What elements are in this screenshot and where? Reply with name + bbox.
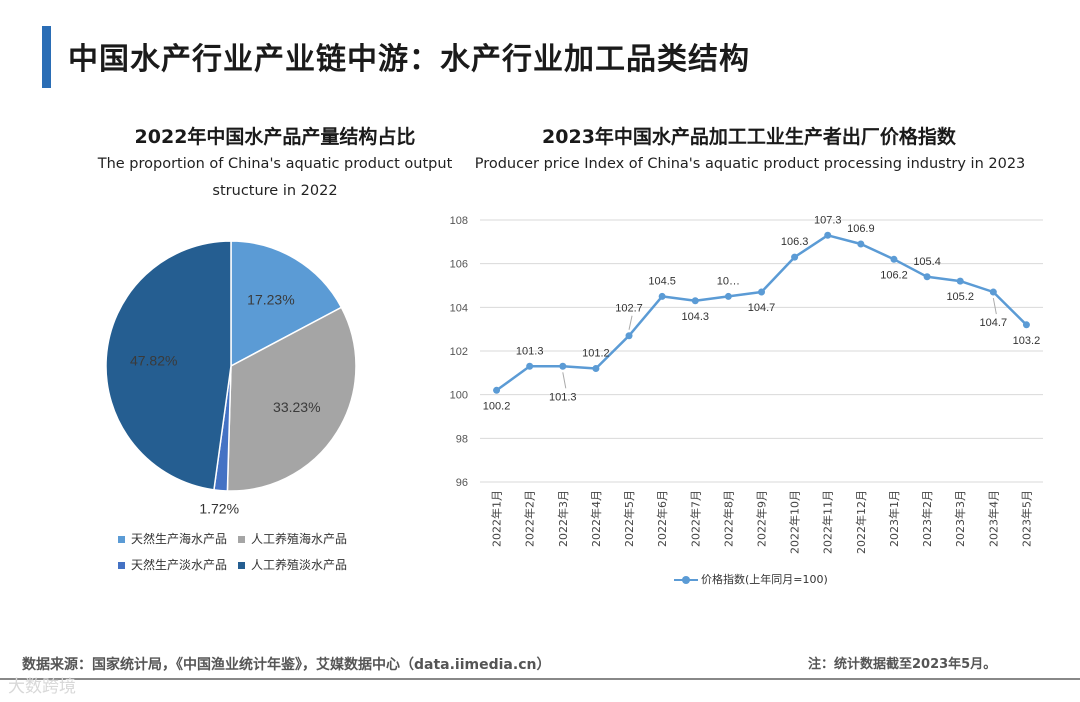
x-tick-label: 2022年9月 [755,490,769,547]
watermark: 大数跨境 [8,677,76,697]
data-point [989,288,997,296]
line-legend-label: 价格指数(上年同月=100) [701,573,828,586]
data-label: 102.7 [615,303,643,315]
pie-data-label: 33.23% [273,399,320,415]
legend-swatch [238,562,245,569]
data-point [824,231,832,239]
pie-legend-item: 人工养殖海水产品 [238,530,347,547]
data-label: 10… [717,275,740,287]
x-tick-label: 2022年4月 [589,490,603,547]
legend-label: 人工养殖海水产品 [251,532,348,546]
x-tick-label: 2023年4月 [986,490,1000,547]
legend-swatch [118,536,125,543]
pie-legend-item: 天然生产海水产品 [118,530,227,547]
pie-data-label: 1.72% [199,501,239,517]
data-label: 104.7 [980,317,1008,329]
title-accent-bar [42,26,51,88]
data-label-leader [628,315,633,330]
y-tick-label: 104 [450,302,468,314]
data-label: 106.9 [847,223,875,235]
pie-data-label: 17.23% [247,292,294,308]
x-tick-label: 2023年2月 [920,490,934,547]
y-tick-label: 108 [450,215,468,227]
data-label: 104.7 [748,302,776,314]
pie-slice [226,306,357,492]
legend-label: 天然生产海水产品 [131,532,228,546]
x-tick-label: 2022年10月 [788,490,802,554]
y-tick-label: 96 [456,477,468,489]
data-point [890,255,898,263]
data-label: 103.2 [1013,335,1041,347]
legend-swatch [118,562,125,569]
pie-chart-title: 2022年中国水产品产量结构占比 [134,126,416,148]
x-tick-label: 2022年11月 [821,490,835,554]
x-tick-label: 2022年2月 [523,490,537,547]
y-tick-label: 102 [450,346,468,358]
data-point [592,364,600,372]
cutoff-note: 注：统计数据截至2023年5月。 [808,657,997,672]
pie-legend-item: 天然生产淡水产品 [118,556,227,573]
data-point [758,288,765,296]
x-tick-label: 2023年3月 [953,490,967,547]
data-label: 107.3 [814,214,842,226]
x-tick-label: 2022年8月 [721,490,735,547]
data-point [691,297,699,305]
data-label: 106.2 [880,269,908,281]
data-point [724,292,732,300]
legend-label: 人工养殖淡水产品 [251,558,348,572]
data-point [625,332,633,340]
data-point [1022,321,1030,329]
data-point [658,292,666,300]
x-tick-label: 2023年5月 [1019,490,1033,547]
data-point [791,253,799,261]
data-point [493,386,501,394]
data-label: 101.3 [549,391,577,403]
data-point [923,273,931,281]
data-point [956,277,964,285]
x-tick-label: 2023年1月 [887,490,901,547]
data-label: 100.2 [483,400,511,412]
bottom-divider [0,678,1080,680]
y-tick-label: 100 [450,390,468,402]
line-chart-subtitle: Producer price Index of China's aquatic … [474,156,1026,172]
legend-label: 天然生产淡水产品 [131,558,228,572]
data-label: 104.3 [681,311,709,323]
line-legend: 价格指数(上年同月=100) [674,571,828,587]
line-chart-title: 2023年中国水产品加工工业生产者出厂价格指数 [542,126,956,148]
x-tick-label: 2022年12月 [854,490,868,554]
x-tick-label: 2022年6月 [655,490,669,547]
legend-line-marker-icon [674,575,698,585]
data-source-note: 数据来源：国家统计局，《中国渔业统计年鉴》，艾媒数据中心（data.iimedi… [22,657,551,673]
x-tick-label: 2022年7月 [688,490,702,547]
data-point [526,362,534,370]
data-label-leader [562,372,567,389]
pie-slice [105,240,232,491]
data-label: 101.2 [582,347,610,359]
legend-swatch [238,536,245,543]
data-point [857,240,865,248]
data-label-leader [992,297,997,315]
data-label: 105.4 [913,256,941,268]
x-tick-label: 2022年1月 [490,490,504,547]
data-label: 106.3 [781,236,809,248]
data-label: 105.2 [946,291,974,303]
line-chart: 96 98 100 102 104 106 108 2022年1月 2022年2月 2022年3月… [450,214,1043,554]
x-tick-label: 2022年3月 [556,490,570,547]
pie-slice [230,240,343,368]
data-point [559,362,567,370]
data-label: 104.5 [648,275,676,287]
pie-legend-item: 人工养殖淡水产品 [238,556,347,573]
pie-data-label: 47.82% [130,353,177,369]
page-title: 中国水产行业产业链中游：水产行业加工品类结构 [68,42,750,77]
x-tick-label: 2022年5月 [622,490,636,547]
y-tick-label: 98 [456,433,468,445]
y-tick-label: 106 [450,259,468,271]
pie-chart-subtitle: The proportion of China's aquatic produc… [97,156,453,199]
pie-chart: 17.23% 33.23% 1.72% 47.82% [105,240,357,517]
data-label: 101.3 [516,345,544,357]
